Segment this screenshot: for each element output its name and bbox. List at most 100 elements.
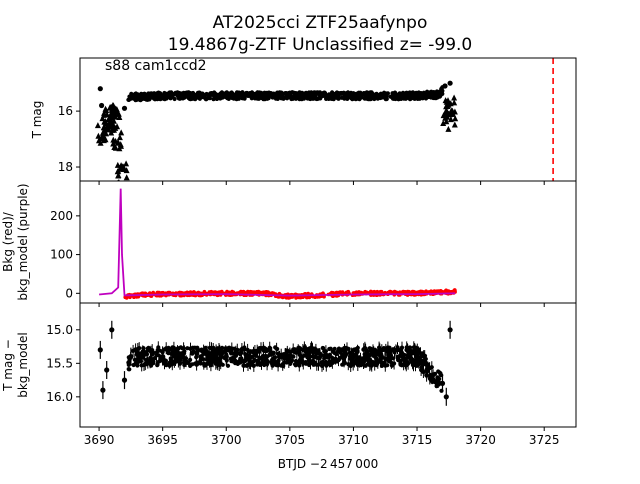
data-point <box>171 352 176 357</box>
data-point <box>257 355 262 360</box>
upper-limit-marker <box>116 134 123 141</box>
data-point <box>186 95 192 101</box>
panel-middle-frame <box>79 180 577 304</box>
data-point <box>248 361 253 367</box>
upper-limit-marker <box>111 144 118 150</box>
data-point <box>350 93 356 99</box>
data-point <box>410 351 415 356</box>
data-point <box>166 351 171 356</box>
data-point <box>251 359 256 364</box>
data-point <box>428 372 433 378</box>
x-tick-label: 3725 <box>529 433 560 447</box>
data-point <box>316 348 321 353</box>
upper-limit-marker <box>443 103 450 110</box>
data-point <box>264 348 269 354</box>
bkg-point <box>241 289 246 294</box>
data-point <box>207 96 212 101</box>
y-axis-label: Bkg (red)/ <box>1 211 15 272</box>
bkg-point <box>369 289 373 294</box>
data-point <box>428 377 433 383</box>
data-point <box>143 96 148 101</box>
upper-limit-marker <box>111 126 117 133</box>
upper-limit-marker <box>116 182 122 188</box>
data-point <box>442 83 448 89</box>
upper-limit-marker <box>99 115 106 122</box>
upper-limit-marker <box>451 94 458 101</box>
data-point <box>155 363 160 368</box>
data-point <box>213 92 218 97</box>
data-point <box>307 346 312 351</box>
data-point <box>267 353 272 358</box>
data-point <box>305 355 310 360</box>
panel-top-marks <box>94 80 459 188</box>
data-point <box>285 348 290 353</box>
data-point <box>250 95 255 100</box>
data-point <box>436 381 441 386</box>
chart-title-line2: 19.4867g-ZTF Unclassified z= -99.0 <box>168 35 473 55</box>
data-point <box>291 354 296 359</box>
data-point <box>150 95 155 100</box>
data-point <box>364 350 370 356</box>
data-point <box>407 349 412 354</box>
data-point <box>132 92 138 97</box>
data-point <box>223 93 229 99</box>
upper-limit-marker <box>447 100 454 107</box>
upper-limit-marker <box>118 142 124 149</box>
data-point <box>198 361 203 366</box>
data-point <box>243 93 248 98</box>
panel-bottom-frame <box>79 302 577 428</box>
data-point <box>186 90 191 95</box>
data-point <box>242 363 247 368</box>
data-point <box>243 358 248 364</box>
data-point <box>434 89 439 94</box>
upper-limit-marker <box>445 125 452 132</box>
data-point <box>297 93 302 98</box>
data-point <box>384 348 389 353</box>
data-point <box>425 363 430 368</box>
data-point <box>238 347 244 352</box>
y-tick-label: 18 <box>58 160 73 174</box>
data-point <box>211 348 216 353</box>
y-axis-label: bkg_model (purple) <box>16 183 30 300</box>
data-point <box>401 96 407 101</box>
x-tick-label: 3700 <box>211 433 242 447</box>
data-point <box>339 91 344 96</box>
data-point <box>155 347 160 352</box>
bkg-point <box>418 289 423 294</box>
data-point <box>220 362 225 367</box>
data-point <box>202 363 207 368</box>
data-point <box>127 367 132 372</box>
data-point <box>339 354 345 359</box>
data-point <box>204 350 209 355</box>
data-point <box>166 345 171 350</box>
upper-limit-marker <box>115 172 122 179</box>
data-point <box>167 363 172 368</box>
data-point <box>181 91 186 96</box>
data-point <box>97 86 103 92</box>
data-point <box>292 95 297 100</box>
data-point <box>395 345 400 350</box>
upper-limit-marker <box>110 112 117 119</box>
data-point <box>182 351 187 356</box>
upper-limit-marker <box>440 120 447 126</box>
data-point <box>162 347 167 352</box>
upper-limit-marker <box>97 139 104 146</box>
bkg-point <box>439 289 444 294</box>
data-point <box>275 95 281 100</box>
data-point <box>411 357 416 363</box>
data-point <box>139 353 144 358</box>
data-point <box>379 363 384 368</box>
data-point <box>364 96 369 101</box>
data-point <box>249 90 255 95</box>
data-point <box>423 95 428 100</box>
upper-limit-marker <box>109 119 116 126</box>
data-point <box>314 90 319 95</box>
data-point <box>326 361 331 366</box>
data-point <box>323 92 328 97</box>
data-point <box>136 350 141 356</box>
data-point <box>371 353 376 358</box>
data-point <box>328 346 333 351</box>
data-point <box>242 347 247 352</box>
data-point <box>359 92 364 97</box>
data-point <box>402 93 407 98</box>
